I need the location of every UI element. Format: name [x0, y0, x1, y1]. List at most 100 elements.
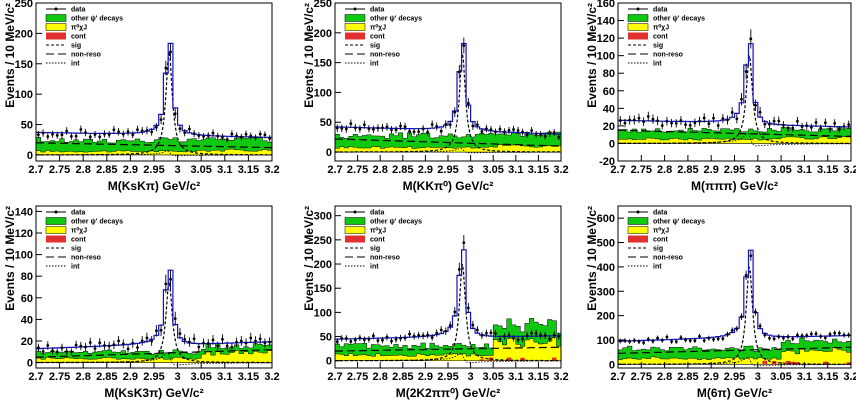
y-axis-title: Events / 10 MeV/c²: [3, 206, 17, 311]
legend-label: non-reso: [653, 255, 683, 262]
x-tick-label: 2.8: [373, 371, 388, 383]
legend-label: sig: [370, 246, 380, 253]
y-tick-label: 100: [314, 307, 332, 319]
cont-hist-bin: [823, 361, 828, 365]
y-tick-label: 50: [320, 117, 332, 129]
y-tick-label: 200: [15, 28, 33, 40]
data-point: [768, 122, 771, 126]
legend-label: int: [370, 264, 379, 271]
y-tick-label: 80: [21, 271, 33, 283]
legend-swatch: [345, 235, 365, 243]
data-point: [258, 337, 262, 341]
x-tick-label: 2.9: [418, 371, 433, 383]
non-reso-curve: [335, 346, 561, 352]
data-point: [693, 121, 697, 125]
x-tick-label: 2.7: [327, 371, 342, 383]
data-point: [230, 132, 234, 136]
data-point: [457, 70, 461, 74]
legend-swatch: [344, 23, 366, 31]
data-point: [60, 346, 64, 350]
x-tick-label: 2.8: [76, 164, 91, 176]
legend-swatch: [46, 235, 66, 243]
data-point: [521, 337, 524, 341]
data-point: [263, 341, 267, 345]
data-point: [707, 336, 711, 340]
data-point: [768, 336, 771, 340]
data-point: [480, 333, 484, 337]
y-tick-label: 250: [314, 235, 332, 247]
x-tick-label: 2.8: [76, 371, 91, 383]
data-point: [362, 123, 366, 127]
data-point: [417, 130, 421, 134]
data-point: [79, 128, 83, 131]
legend-label: data: [653, 7, 668, 14]
legend-label: other ψ' decays: [653, 219, 705, 226]
data-point: [842, 125, 846, 128]
data-point: [471, 323, 475, 327]
y-axis-title: Events / 10 MeV/c²: [585, 206, 599, 311]
y-tick-label: 40: [21, 314, 33, 326]
data-point: [651, 117, 655, 121]
y-tick-label: 200: [314, 28, 332, 40]
data-point: [740, 97, 743, 101]
data-point: [646, 337, 650, 341]
y-tick-label: -20: [599, 156, 615, 168]
data-point: [211, 338, 215, 342]
x-tick-label: 3: [175, 371, 181, 383]
data-point: [688, 124, 692, 127]
data-point: [814, 332, 818, 336]
data-point: [758, 110, 762, 114]
data-point: [623, 339, 627, 343]
data-point: [707, 122, 711, 126]
data-point: [249, 134, 253, 138]
data-point: [698, 119, 701, 123]
data-point: [516, 338, 520, 342]
data-point: [656, 336, 660, 340]
data-point: [154, 329, 158, 333]
data-point: [403, 125, 407, 129]
x-axis-title: M(KKπ⁰) GeV/c²: [403, 179, 494, 193]
data-point: [169, 277, 172, 281]
data-point: [754, 103, 757, 107]
data-point: [344, 337, 348, 340]
data-point: [430, 336, 434, 339]
data-point: [552, 333, 556, 337]
legend-marker-data-point: [54, 7, 58, 11]
data-point: [656, 119, 660, 123]
data-point: [145, 336, 149, 340]
data-point: [494, 130, 497, 134]
x-tick-label: 2.85: [392, 164, 413, 176]
x-tick-label: 2.85: [677, 371, 698, 383]
data-point: [525, 334, 529, 337]
y-axis-title: Events / 10 MeV/c²: [3, 3, 17, 108]
data-point: [763, 122, 767, 126]
data-point: [88, 341, 92, 344]
y-tick-label: 600: [597, 213, 615, 225]
data-point: [439, 328, 443, 332]
data-point: [206, 134, 210, 137]
legend-swatch: [345, 32, 365, 40]
data-point: [140, 339, 144, 343]
data-point: [823, 121, 827, 125]
data-point: [730, 110, 734, 114]
non-reso-curve: [618, 346, 851, 354]
plot-area: [335, 235, 561, 363]
data-point: [131, 133, 135, 137]
data-point: [211, 131, 215, 135]
data-point: [121, 342, 125, 346]
data-point: [103, 132, 106, 136]
cont-hist-bin: [785, 360, 791, 365]
y-tick-label: 150: [15, 59, 33, 71]
data-point: [268, 136, 272, 140]
x-tick-label: 3.1: [508, 371, 523, 383]
x-tick-label: 2.75: [631, 164, 652, 176]
legend-label: data: [370, 210, 385, 217]
data-point: [268, 340, 272, 344]
data-point: [516, 129, 520, 132]
data-point: [421, 127, 425, 131]
data-point: [435, 331, 439, 335]
